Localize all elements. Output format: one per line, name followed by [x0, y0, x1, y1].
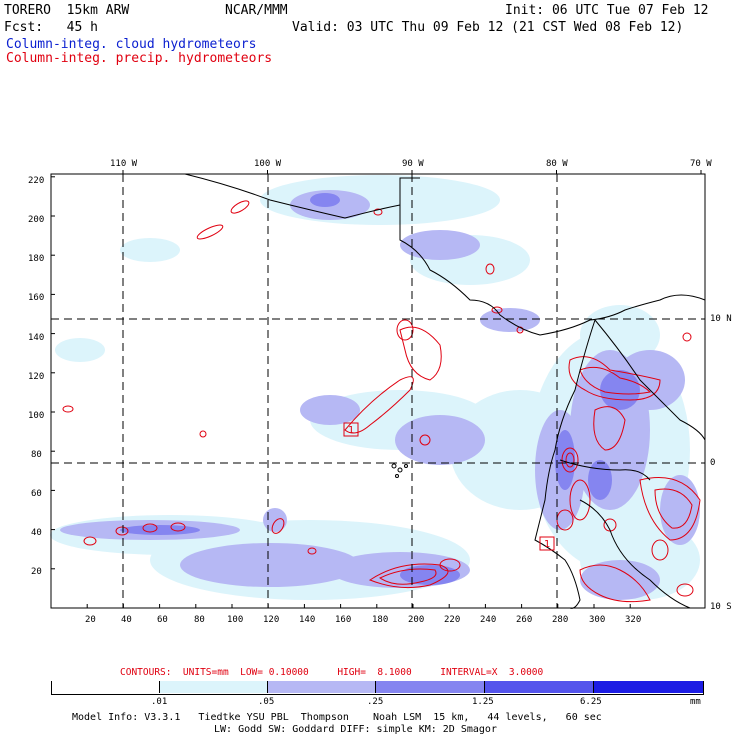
contours-info: CONTOURS: UNITS=mm LOW= 0.10000 HIGH= 8.…	[120, 667, 544, 678]
model-info-line2: LW: Godd SW: Goddard DIFF: simple KM: 2D…	[214, 724, 497, 735]
bottom-label: 60	[157, 615, 168, 625]
bottom-label: 220	[444, 615, 461, 625]
left-label: 120	[28, 372, 45, 382]
colorbar-bin-5	[593, 681, 704, 693]
left-label: 140	[28, 333, 45, 343]
bottom-label: 200	[408, 615, 425, 625]
marker-1b: 1	[544, 539, 550, 550]
colorbar-tick-01: .01	[151, 697, 168, 707]
left-label: 100	[28, 411, 45, 421]
colorbar-bin-4	[484, 681, 594, 693]
bottom-label: 280	[552, 615, 569, 625]
bottom-label: 120	[263, 615, 280, 625]
colorbar-bin-2	[267, 681, 376, 693]
lon-label-100w: 100 W	[254, 159, 282, 169]
bottom-label: 320	[625, 615, 642, 625]
bottom-label: 160	[335, 615, 352, 625]
colorbar-tick-125: 1.25	[472, 697, 494, 707]
field-cloud-label: Column-integ. cloud hydrometeors	[6, 37, 257, 52]
colorbar-tick-25: .25	[367, 697, 384, 707]
bottom-label: 20	[85, 615, 96, 625]
map-frame	[50, 173, 706, 609]
bottom-label: 140	[299, 615, 316, 625]
left-label: 20	[31, 567, 42, 577]
lon-label-90w: 90 W	[402, 159, 424, 169]
colorbar-bin-1	[159, 681, 268, 693]
precip-contours	[62, 200, 701, 603]
left-label: 200	[28, 215, 45, 225]
left-label: 220	[28, 176, 45, 186]
org-label: NCAR/MMM	[225, 3, 288, 18]
left-label: 180	[28, 254, 45, 264]
bottom-label: 240	[480, 615, 497, 625]
model-info-line1: Model Info: V3.3.1 Tiedtke YSU PBL Thomp…	[72, 712, 602, 723]
lon-label-70w: 70 W	[690, 159, 712, 169]
left-label: 80	[31, 450, 42, 460]
colorbar-bin-3	[375, 681, 485, 693]
colorbar-tick-625: 6.25	[580, 697, 602, 707]
init-time: Init: 06 UTC Tue 07 Feb 12	[505, 3, 709, 18]
lat-label-10n: 10 N	[710, 314, 732, 324]
coastlines	[184, 173, 706, 609]
left-label: 60	[31, 489, 42, 499]
field-precip-label: Column-integ. precip. hydrometeors	[6, 51, 273, 66]
cloud-shading	[50, 175, 700, 600]
model-title: TORERO 15km ARW	[4, 3, 130, 18]
grid-lines	[51, 174, 705, 608]
lon-label-80w: 80 W	[546, 159, 568, 169]
bottom-label: 100	[227, 615, 244, 625]
bottom-label: 80	[194, 615, 205, 625]
lat-label-10s: 10 S	[710, 602, 732, 612]
colorbar-bin-0	[51, 681, 160, 693]
markers	[343, 422, 555, 551]
colorbar-units: mm	[690, 697, 701, 707]
left-label: 40	[31, 528, 42, 538]
bottom-label: 180	[372, 615, 389, 625]
bottom-label: 300	[589, 615, 606, 625]
bottom-label: 40	[121, 615, 132, 625]
bottom-label: 260	[516, 615, 533, 625]
marker-1a: 1	[348, 425, 354, 436]
lon-label-110w: 110 W	[110, 159, 138, 169]
colorbar-tick-05: .05	[258, 697, 275, 707]
lat-label-0: 0	[710, 458, 716, 468]
valid-time: Valid: 03 UTC Thu 09 Feb 12 (21 CST Wed …	[292, 20, 684, 35]
left-label: 160	[28, 293, 45, 303]
axis-ticks	[50, 170, 702, 609]
forecast-hour: Fcst: 45 h	[4, 20, 98, 35]
